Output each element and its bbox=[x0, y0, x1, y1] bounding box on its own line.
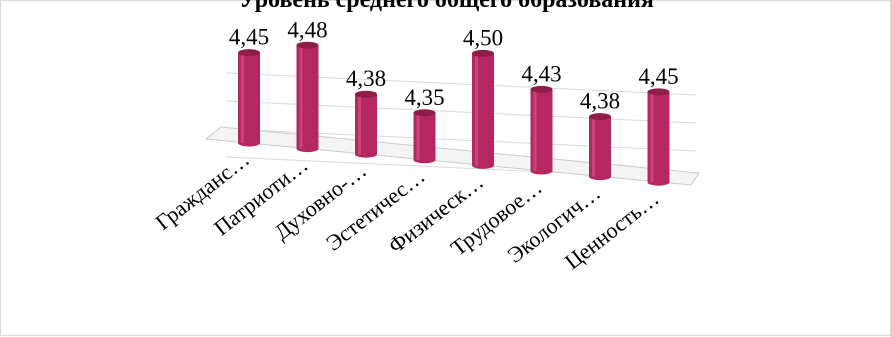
bar bbox=[355, 90, 377, 158]
data-label: 4,45 bbox=[229, 25, 269, 50]
data-label: 4,38 bbox=[580, 89, 620, 114]
bar bbox=[589, 113, 611, 181]
data-label: 4,45 bbox=[638, 64, 678, 89]
bar bbox=[296, 41, 319, 153]
chart-title: Уровень среднего общего образования bbox=[239, 0, 654, 13]
data-label: 4,50 bbox=[463, 25, 503, 50]
bar bbox=[238, 49, 260, 147]
data-labels: 4,45 4,48 4,38 4,35 4,50 4,43 4,38 4,45 bbox=[229, 17, 679, 113]
bar bbox=[413, 109, 436, 164]
bar bbox=[472, 49, 494, 169]
data-label: 4,43 bbox=[521, 61, 561, 86]
bar bbox=[647, 88, 670, 186]
data-label: 4,35 bbox=[404, 85, 444, 110]
data-label: 4,38 bbox=[346, 66, 386, 91]
bars bbox=[238, 41, 670, 186]
data-label: 4,48 bbox=[287, 17, 327, 42]
bar bbox=[530, 85, 553, 175]
